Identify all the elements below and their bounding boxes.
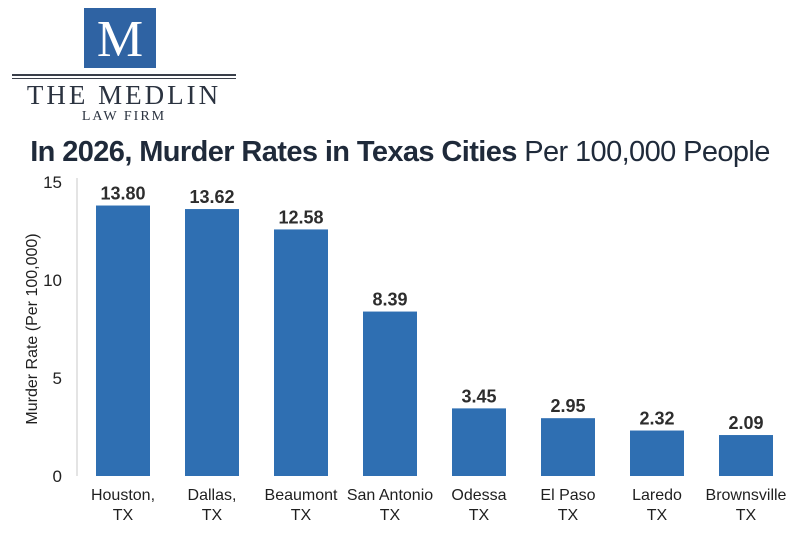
logo-name: THE MEDLIN — [26, 80, 222, 110]
x-category-label: Laredo — [632, 487, 682, 504]
x-category-label: TX — [736, 507, 757, 524]
bar-value-label: 8.39 — [372, 290, 407, 310]
x-category-label: Houston, — [91, 487, 155, 504]
x-category-label: TX — [558, 507, 579, 524]
bar-value-label: 2.95 — [550, 396, 585, 416]
bar — [96, 205, 150, 476]
chart-title: In 2026, Murder Rates in Texas Cities Pe… — [0, 136, 800, 169]
y-axis-label: Murder Rate (Per 100,000) — [24, 233, 41, 424]
bar-value-label: 2.32 — [639, 409, 674, 429]
logo-rule — [12, 74, 236, 76]
y-tick-label: 15 — [43, 173, 62, 192]
logo-rule — [12, 78, 236, 79]
x-category-label: TX — [202, 507, 223, 524]
bar — [185, 209, 239, 476]
bar — [363, 311, 417, 476]
x-category-label: Odessa — [451, 487, 506, 504]
bar-value-label: 13.80 — [100, 184, 145, 204]
bar — [541, 418, 595, 476]
bar-value-label: 12.58 — [278, 207, 323, 227]
bar — [719, 435, 773, 476]
bar — [274, 229, 328, 476]
logo-emblem: M — [84, 8, 156, 68]
x-category-label: El Paso — [540, 487, 595, 504]
y-tick-label: 10 — [43, 271, 62, 290]
bar-value-label: 3.45 — [461, 386, 496, 406]
chart-title-main: In 2026, Murder Rates in Texas Cities — [30, 136, 517, 168]
logo-letter: M — [96, 11, 144, 68]
x-category-label: TX — [291, 507, 312, 524]
x-category-label: TX — [469, 507, 490, 524]
chart-title-unit: Per 100,000 People — [524, 136, 770, 168]
y-tick-label: 5 — [53, 369, 62, 388]
bar — [452, 408, 506, 476]
logo-subtitle: LAW FIRM — [81, 109, 167, 124]
x-category-label: San Antonio — [347, 487, 433, 504]
bar-value-label: 2.09 — [728, 413, 763, 433]
x-category-label: Brownsville — [706, 487, 787, 504]
bar-value-label: 13.62 — [189, 187, 234, 207]
x-category-label: TX — [380, 507, 401, 524]
x-category-label: Beaumont — [265, 487, 338, 504]
firm-logo: M THE MEDLIN LAW FIRM — [12, 8, 236, 124]
y-tick-label: 0 — [53, 467, 62, 486]
bar — [630, 430, 684, 476]
x-category-label: TX — [113, 507, 134, 524]
x-category-label: Dallas, — [188, 487, 237, 504]
x-category-label: TX — [647, 507, 668, 524]
